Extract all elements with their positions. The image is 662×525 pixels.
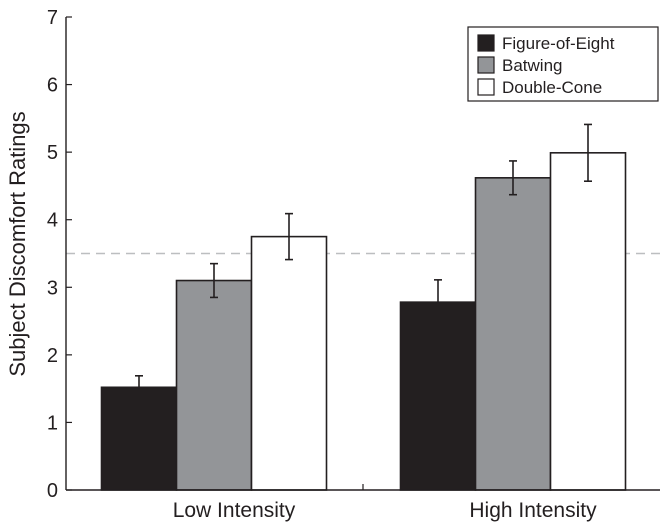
legend-swatch	[477, 56, 495, 74]
legend-box	[467, 26, 659, 102]
bar-batwing-1	[474, 177, 552, 491]
bar-double-cone-1	[549, 152, 627, 491]
bar-batwing-0	[175, 279, 253, 491]
y-tick-label: 3	[47, 277, 58, 299]
x-tick-label: High Intensity	[469, 499, 597, 522]
legend-item: Batwing	[477, 56, 562, 75]
y-tick-label: 6	[47, 75, 58, 97]
legend-label: Batwing	[502, 56, 562, 75]
y-tick-label: 4	[47, 210, 58, 232]
axes-layer: Low Intensity High Intensity 0 1 2 3 4 5 6 7	[47, 7, 660, 522]
bar-double-cone-0	[250, 235, 328, 491]
legend-swatch	[477, 34, 495, 52]
y-tick-label: 2	[47, 345, 58, 367]
bar-figure-of-eight-1	[399, 301, 477, 491]
error-bar	[509, 160, 517, 196]
y-tick-label: 0	[47, 480, 58, 502]
y-tick-label: 5	[47, 142, 58, 164]
legend-item: Double-Cone	[477, 78, 602, 97]
error-bar	[285, 212, 293, 261]
bar-figure-of-eight-0	[100, 386, 178, 491]
legend-label: Figure-of-Eight	[502, 34, 615, 53]
x-tick-label: Low Intensity	[173, 499, 296, 522]
legend-swatch	[477, 78, 495, 96]
legend: Figure-of-Eight Batwing Double-Cone	[467, 26, 659, 102]
error-bar	[584, 123, 592, 182]
y-tick-label: 7	[47, 7, 58, 29]
legend-item: Figure-of-Eight	[477, 34, 615, 53]
bars-layer	[66, 123, 660, 491]
error-bar	[135, 375, 143, 388]
legend-label: Double-Cone	[502, 78, 602, 97]
y-axis-label: Subject Discomfort Ratings	[5, 111, 30, 376]
y-tick-label: 1	[47, 412, 58, 434]
error-bar	[434, 279, 442, 303]
error-bar	[210, 262, 218, 299]
